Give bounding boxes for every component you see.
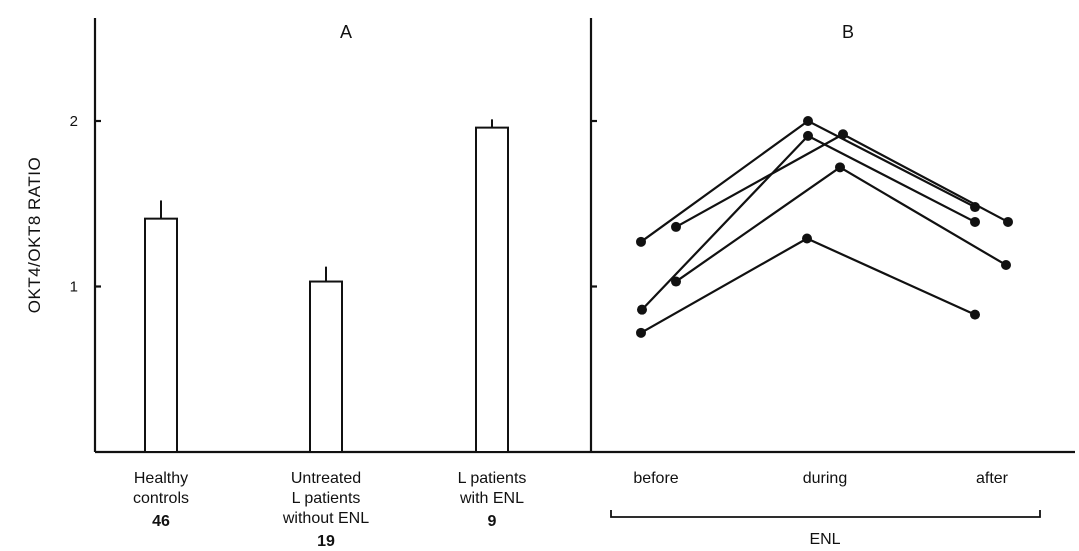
x-category-label: before	[633, 470, 678, 487]
data-point	[1001, 259, 1011, 270]
data-point	[835, 162, 845, 173]
bar-series	[144, 119, 509, 454]
data-point	[1003, 216, 1013, 227]
data-point	[803, 116, 813, 126]
bar	[309, 280, 343, 453]
x-category-label: controls	[133, 490, 189, 507]
y-tick-label: 1	[70, 279, 78, 296]
x-category-label: L patients	[458, 470, 527, 487]
sample-size-label: 9	[488, 513, 497, 530]
enl-bracket-label: ENL	[809, 531, 840, 548]
bar	[144, 217, 178, 453]
series-line	[640, 237, 976, 334]
data-point	[671, 221, 681, 232]
x-category-label: after	[976, 470, 1009, 487]
bar	[475, 126, 509, 454]
bar-category-labels: Healthy controls 46 Untreated L patients with…	[133, 470, 526, 550]
x-category-label: during	[803, 470, 847, 487]
series-line	[675, 166, 1007, 283]
sample-size-label: 46	[152, 513, 170, 530]
line-series	[636, 116, 1013, 338]
panel-a-label: A	[340, 22, 352, 42]
data-point	[970, 216, 980, 227]
line-category-labels: before during after	[633, 470, 1008, 487]
x-category-label: without ENL	[282, 510, 369, 527]
y-ticks: 12	[70, 113, 597, 296]
panel-b-label: B	[842, 22, 854, 42]
x-category-label: with ENL	[459, 490, 524, 507]
sample-size-label: 19	[317, 533, 335, 550]
data-point	[637, 304, 647, 315]
y-tick-label: 2	[70, 113, 78, 130]
series-line	[641, 134, 976, 311]
data-point	[803, 130, 813, 141]
data-point	[802, 233, 812, 244]
y-axis-label: OKT4/OKT8 RATIO	[25, 157, 44, 313]
enl-bracket	[610, 510, 1041, 518]
data-point	[838, 129, 848, 140]
data-point	[671, 276, 681, 287]
data-point	[970, 309, 980, 320]
x-category-label: L patients	[292, 490, 361, 507]
x-category-label: Untreated	[291, 470, 361, 487]
data-point	[636, 327, 646, 338]
data-point	[636, 236, 646, 247]
x-category-label: Healthy	[134, 470, 188, 487]
